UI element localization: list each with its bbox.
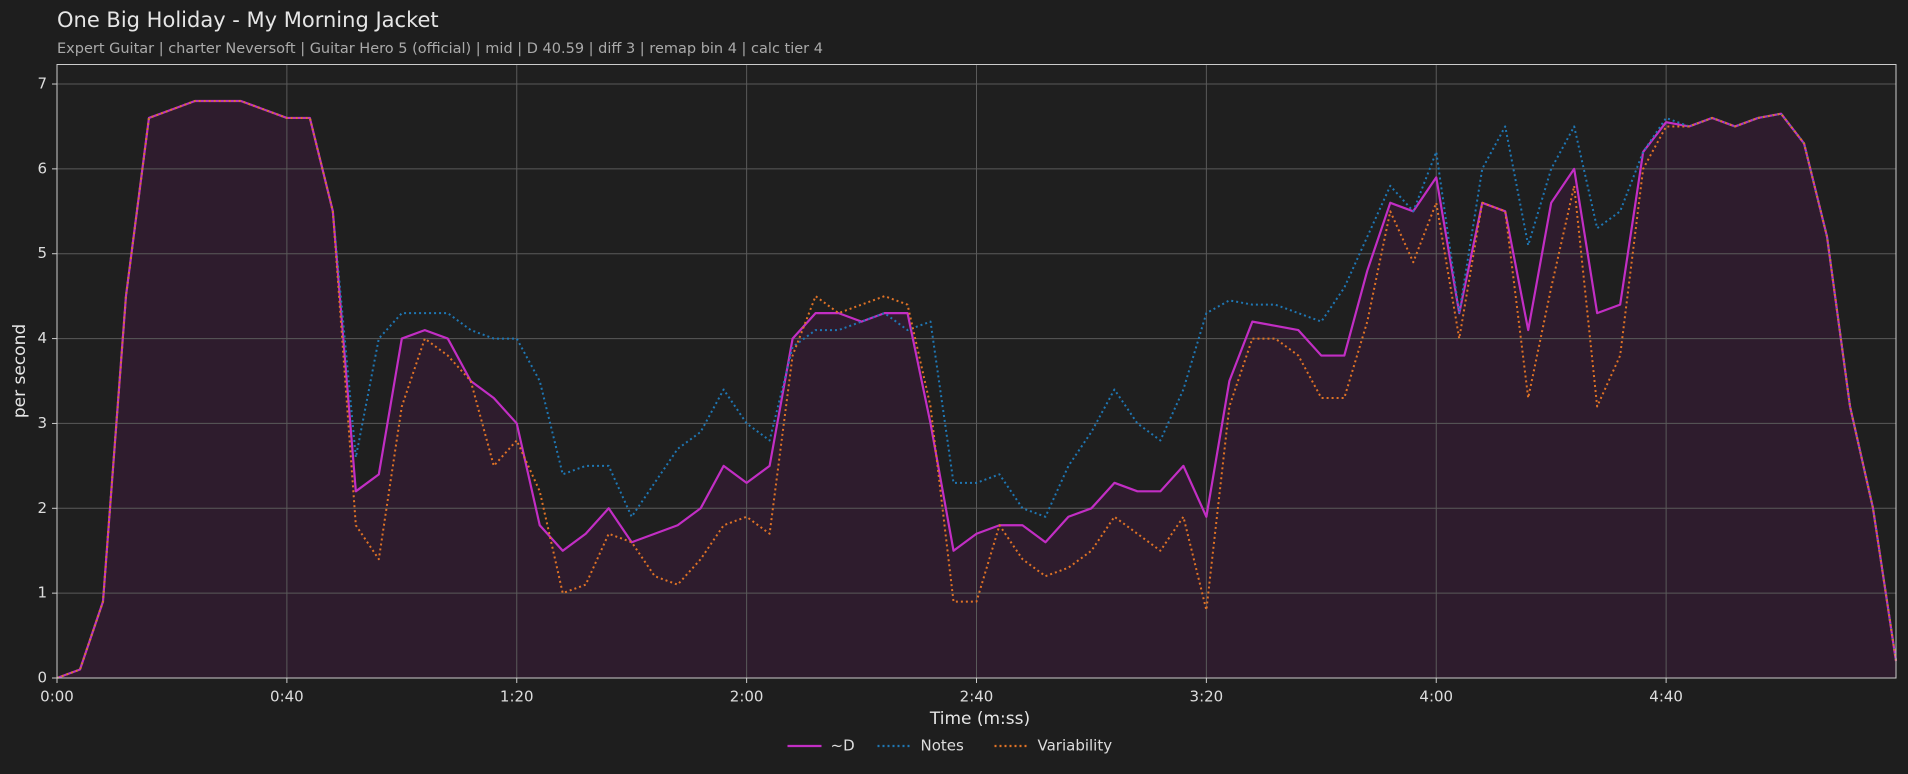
line-series <box>56 99 1897 679</box>
y-tick-label: 5 <box>37 244 47 262</box>
x-axis-label: Time (m:ss) <box>929 709 1030 729</box>
y-tick-label: 7 <box>37 75 47 93</box>
line-series <box>56 99 1898 680</box>
y-tick-label: 1 <box>37 584 47 602</box>
x-tick-label: 0:40 <box>270 688 304 706</box>
x-tick-label: 4:40 <box>1649 688 1683 706</box>
x-tick-label: 0:00 <box>40 688 74 706</box>
y-tick-label: 0 <box>37 669 47 687</box>
y-tick-label: 4 <box>37 329 47 347</box>
y-tick-label: 6 <box>37 159 47 177</box>
line-series <box>56 99 1897 679</box>
y-axis-label: per second <box>10 324 30 418</box>
x-tick-label: 2:40 <box>960 688 994 706</box>
plot-frame <box>56 64 1897 679</box>
x-tick-label: 4:00 <box>1419 688 1453 706</box>
x-tick-label: 1:20 <box>500 688 534 706</box>
legend-label: Variability <box>1038 737 1113 755</box>
x-tick-label: 3:20 <box>1190 688 1224 706</box>
y-tick-label: 2 <box>37 499 47 517</box>
chart-subtitle: Expert Guitar | charter Neversoft | Guit… <box>57 41 823 57</box>
chart-title: One Big Holiday - My Morning Jacket <box>57 8 439 32</box>
legend-label: Notes <box>921 737 965 755</box>
legend-label: ~D <box>831 737 855 755</box>
x-tick-label: 2:00 <box>730 688 764 706</box>
y-tick-label: 3 <box>37 414 47 432</box>
